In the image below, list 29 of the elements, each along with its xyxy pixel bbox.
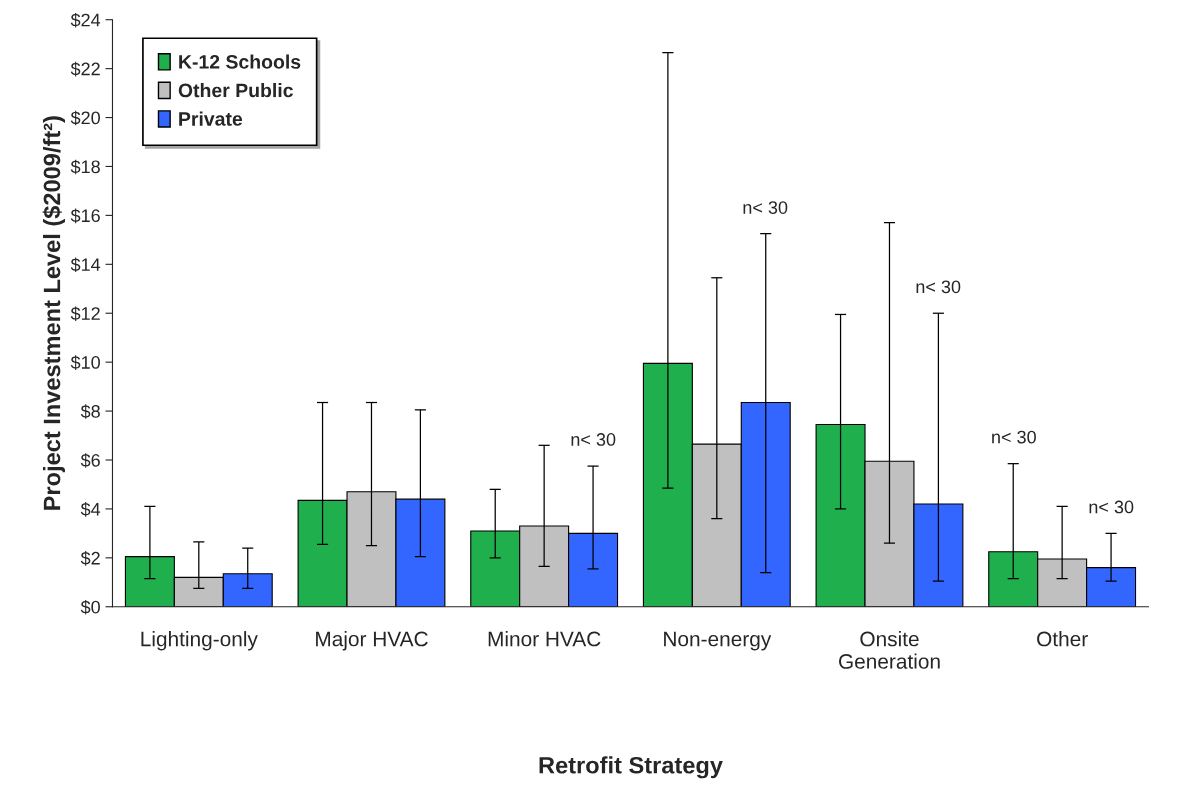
y-tick-label: $8: [80, 404, 100, 419]
y-tick-label: $10: [70, 355, 100, 370]
annotation: n< 30: [743, 201, 788, 214]
annotation: n< 30: [992, 430, 1036, 444]
x-tick-label: Major HVAC: [316, 631, 428, 651]
legend-label: Other Public: [178, 83, 293, 98]
y-tick-label: $18: [70, 159, 100, 175]
annotation: n< 30: [571, 433, 616, 446]
y-tick-label: $24: [70, 12, 101, 28]
x-tick-label: Onsite Generation: [838, 631, 940, 669]
legend-label: Private: [179, 111, 243, 126]
x-tick-label: Minor HVAC: [488, 631, 601, 647]
y-tick-label: $6: [80, 453, 100, 468]
annotation: n< 30: [916, 280, 961, 294]
x-tick-label: Lighting-only: [141, 631, 258, 651]
y-tick-label: $4: [80, 502, 101, 517]
annotation: n< 30: [1089, 500, 1134, 514]
y-tick-label: $16: [70, 208, 100, 224]
y-tick-label: $14: [70, 257, 101, 273]
y-tick-label: $12: [70, 306, 100, 322]
y-tick-label: $0: [80, 599, 100, 615]
y-tick-label: $2: [80, 551, 100, 566]
y-axis-title: Project Investment Level ($2009/ft²): [42, 116, 65, 510]
y-tick-label: $20: [70, 110, 100, 126]
x-axis-title: Retrofit Strategy: [539, 756, 723, 779]
legend-label: K-12 Schools: [179, 54, 301, 69]
y-tick-label: $22: [70, 61, 100, 77]
x-tick-label: Non-energy: [664, 631, 772, 651]
x-tick-label: Other: [1037, 631, 1088, 647]
